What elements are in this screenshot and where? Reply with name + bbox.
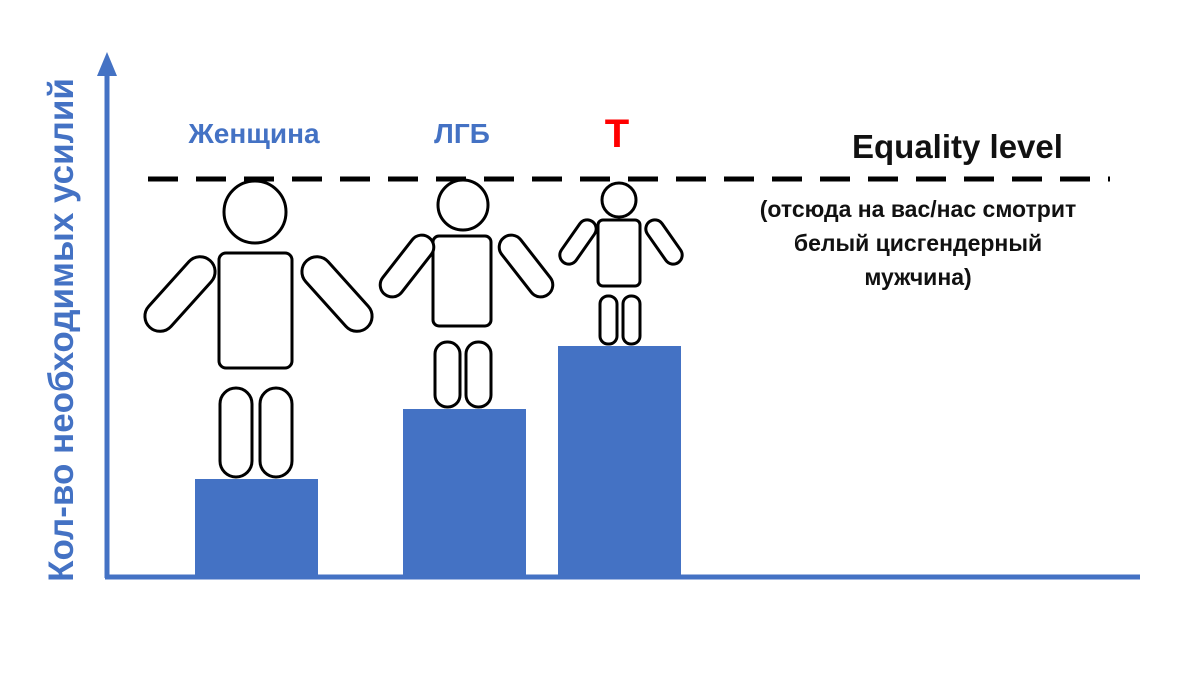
note-line: белый цисгендерный [793, 230, 1043, 256]
category-label-lgb: ЛГБ [434, 118, 490, 149]
note-line: (отсюда на вас/нас смотрит [759, 196, 1077, 222]
y-axis-label: Кол-во необходимых усилий [42, 78, 81, 582]
y-axis-arrowhead [97, 52, 117, 76]
note-line: мужчина) [864, 264, 972, 290]
category-label-t: T [604, 112, 630, 156]
bar-lgb [403, 409, 526, 577]
bar-woman [195, 479, 318, 577]
equality-level-title: Equality level [852, 128, 1063, 165]
person-figure-icon [558, 181, 684, 346]
person-figure-icon [143, 179, 374, 479]
person-figure-icon [378, 178, 555, 409]
bar-t [558, 346, 681, 577]
category-label-woman: Женщина [188, 118, 320, 149]
equality-level-note: (отсюда на вас/нас смотрит белый цисгенд… [708, 192, 1128, 294]
